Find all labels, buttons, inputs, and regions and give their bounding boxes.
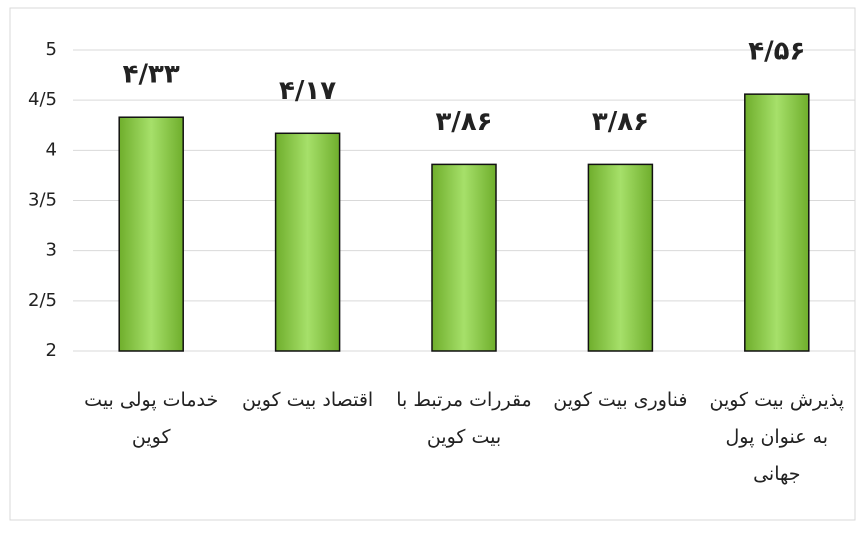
value-label: ۳/۸۶ <box>435 107 492 137</box>
bar <box>587 163 654 352</box>
bar <box>274 132 341 352</box>
bar <box>118 116 184 352</box>
y-tick-label: 2/5 <box>28 290 57 311</box>
bar <box>744 93 810 352</box>
value-label: ۴/۳۳ <box>123 60 180 90</box>
x-tick-label: پذیرش بیت کوین به عنوان پول جهانی <box>709 389 845 485</box>
x-tick-label: اقتصاد بیت کوین <box>241 389 374 411</box>
y-tick-label: 5 <box>46 39 57 60</box>
y-tick-label: 4/5 <box>28 89 57 110</box>
value-label: ۴/۵۶ <box>748 37 805 67</box>
y-tick-label: 3 <box>46 240 57 261</box>
value-label: ۴/۱۷ <box>279 76 336 106</box>
y-tick-label: 4 <box>46 139 57 160</box>
y-tick-label: 2 <box>46 340 57 361</box>
y-tick-label: 3/5 <box>28 190 57 211</box>
x-tick-label: خدمات پولی بیت کوین <box>84 389 219 448</box>
value-label: ۳/۸۶ <box>592 107 649 137</box>
bar <box>431 163 497 352</box>
x-tick-label: مقررات مرتبط با بیت کوین <box>396 389 532 448</box>
x-tick-label: فناوری بیت کوین <box>553 389 688 411</box>
